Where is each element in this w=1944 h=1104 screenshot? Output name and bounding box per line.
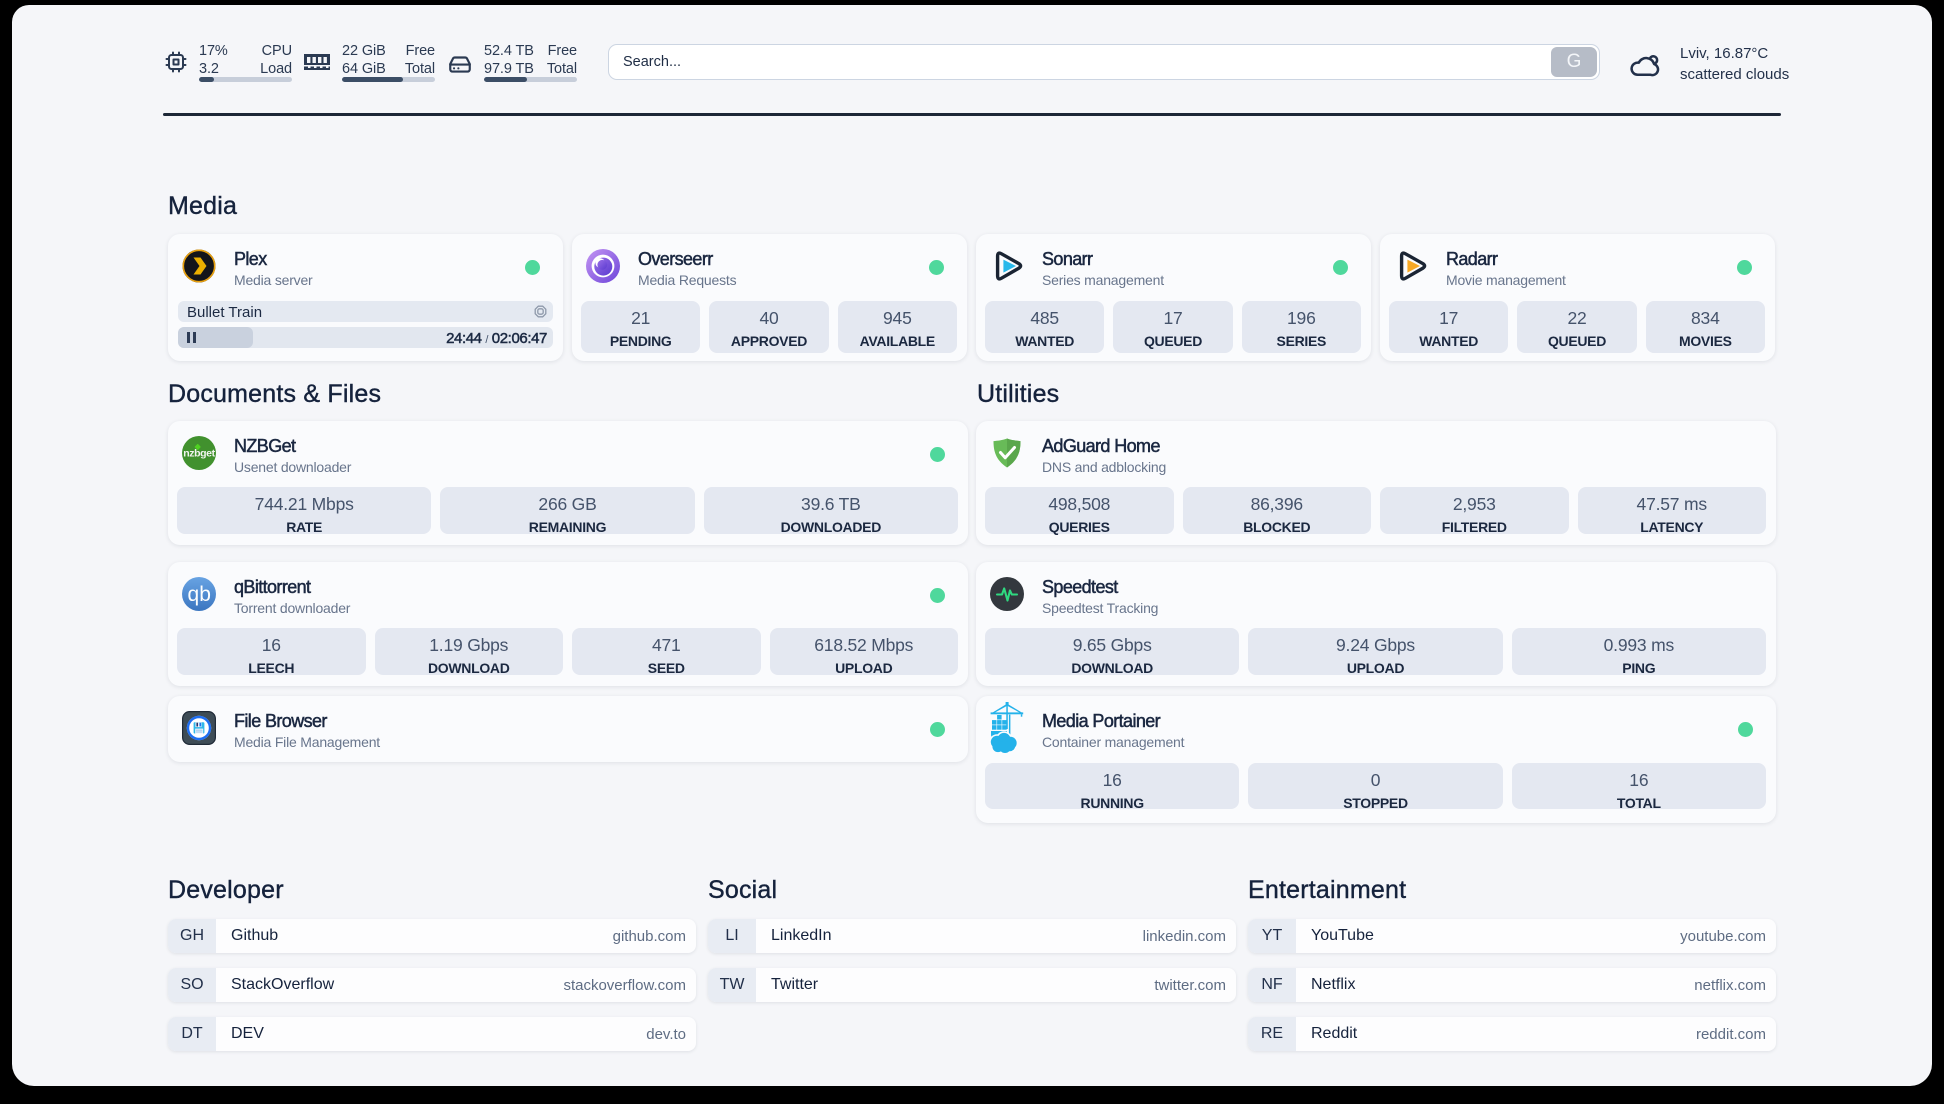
svg-text:nzbget: nzbget <box>183 448 215 460</box>
svg-text:qb: qb <box>188 583 211 606</box>
